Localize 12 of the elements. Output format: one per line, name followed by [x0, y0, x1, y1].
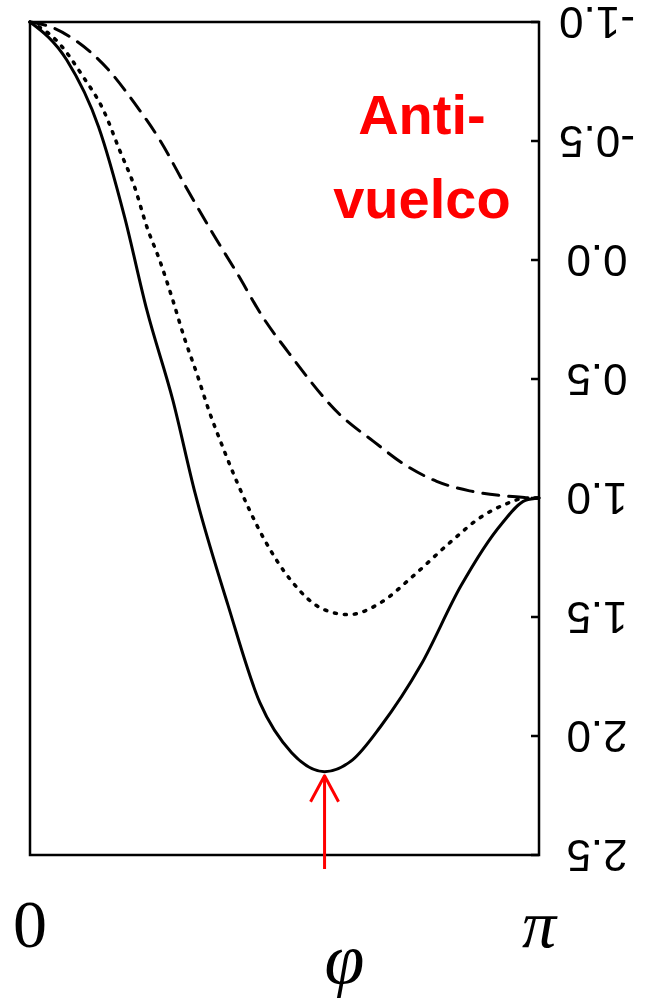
x-tick-label: 0 — [13, 886, 47, 962]
y-tick-label: -0.5 — [559, 116, 635, 166]
y-tick-label: 1.5 — [566, 592, 628, 642]
y-tick-label: 2.5 — [566, 830, 628, 880]
y-tick-label: 1.0 — [566, 473, 628, 523]
y-tick-label: 2.0 — [566, 711, 628, 761]
y-tick-label: 0.0 — [566, 235, 628, 285]
y-tick-label: 0.5 — [566, 354, 628, 404]
x-tick-label: π — [521, 886, 558, 962]
x-axis-title: φ — [324, 919, 365, 999]
annotation: Anti- vuelco — [333, 83, 511, 230]
y-tick-label: -1.0 — [559, 0, 635, 47]
